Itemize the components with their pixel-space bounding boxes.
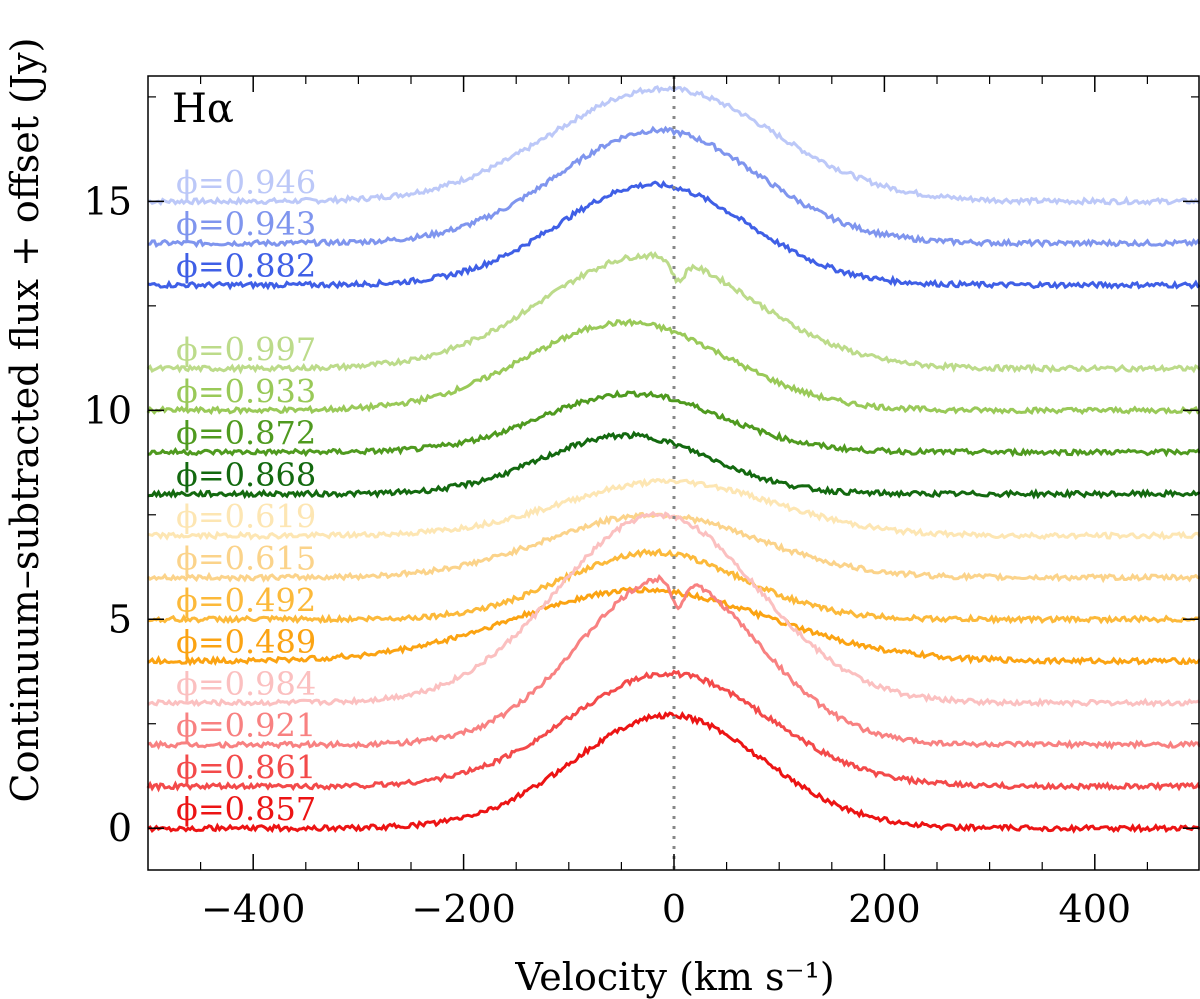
x-tick-label: 400 [1059, 887, 1132, 931]
series-layer [146, 85, 1200, 834]
y-tick-label: 15 [84, 179, 132, 223]
series-label: ϕ=0.615 [176, 539, 316, 577]
y-axis-title: Continuum–subtracted flux + offset (Jy) [3, 38, 47, 803]
series-label: ϕ=0.872 [176, 414, 316, 452]
plot-frame [147, 75, 1200, 871]
x-tick-label: −200 [411, 887, 515, 931]
series-label: ϕ=0.933 [176, 372, 316, 410]
series-label: ϕ=0.492 [176, 581, 316, 619]
ticks-layer: −400 −200 0 200 400 0 5 10 15 [84, 76, 1199, 931]
series-line [146, 251, 1200, 375]
series-label: ϕ=0.946 [176, 163, 316, 201]
x-tick-label: 200 [848, 887, 921, 931]
series-label: ϕ=0.619 [176, 498, 316, 536]
series-label: ϕ=0.882 [176, 247, 316, 285]
series-label: ϕ=0.921 [176, 707, 316, 745]
series-label: ϕ=0.857 [176, 790, 316, 828]
series-label: ϕ=0.997 [176, 331, 316, 369]
series-line [147, 125, 1200, 249]
series-line [147, 430, 1200, 500]
series-label: ϕ=0.868 [176, 456, 316, 494]
series-label: ϕ=0.489 [176, 623, 316, 661]
y-tick-label: 5 [108, 597, 132, 641]
x-tick-label: 0 [662, 887, 686, 931]
x-axis-title: Velocity (km s⁻¹) [514, 955, 834, 999]
y-tick-label: 0 [108, 806, 132, 850]
series-line [147, 180, 1200, 291]
series-line [147, 574, 1200, 751]
y-tick-label: 10 [84, 388, 132, 432]
series-line [147, 585, 1200, 667]
series-line [147, 389, 1200, 458]
panel-label: Hα [172, 86, 234, 132]
series-label: ϕ=0.943 [176, 205, 316, 243]
series-line [147, 477, 1200, 541]
series-line [146, 669, 1200, 793]
series-label: ϕ=0.984 [176, 665, 316, 703]
series-label: ϕ=0.861 [176, 748, 316, 786]
series-line [146, 318, 1200, 416]
x-tick-label: −400 [201, 887, 305, 931]
